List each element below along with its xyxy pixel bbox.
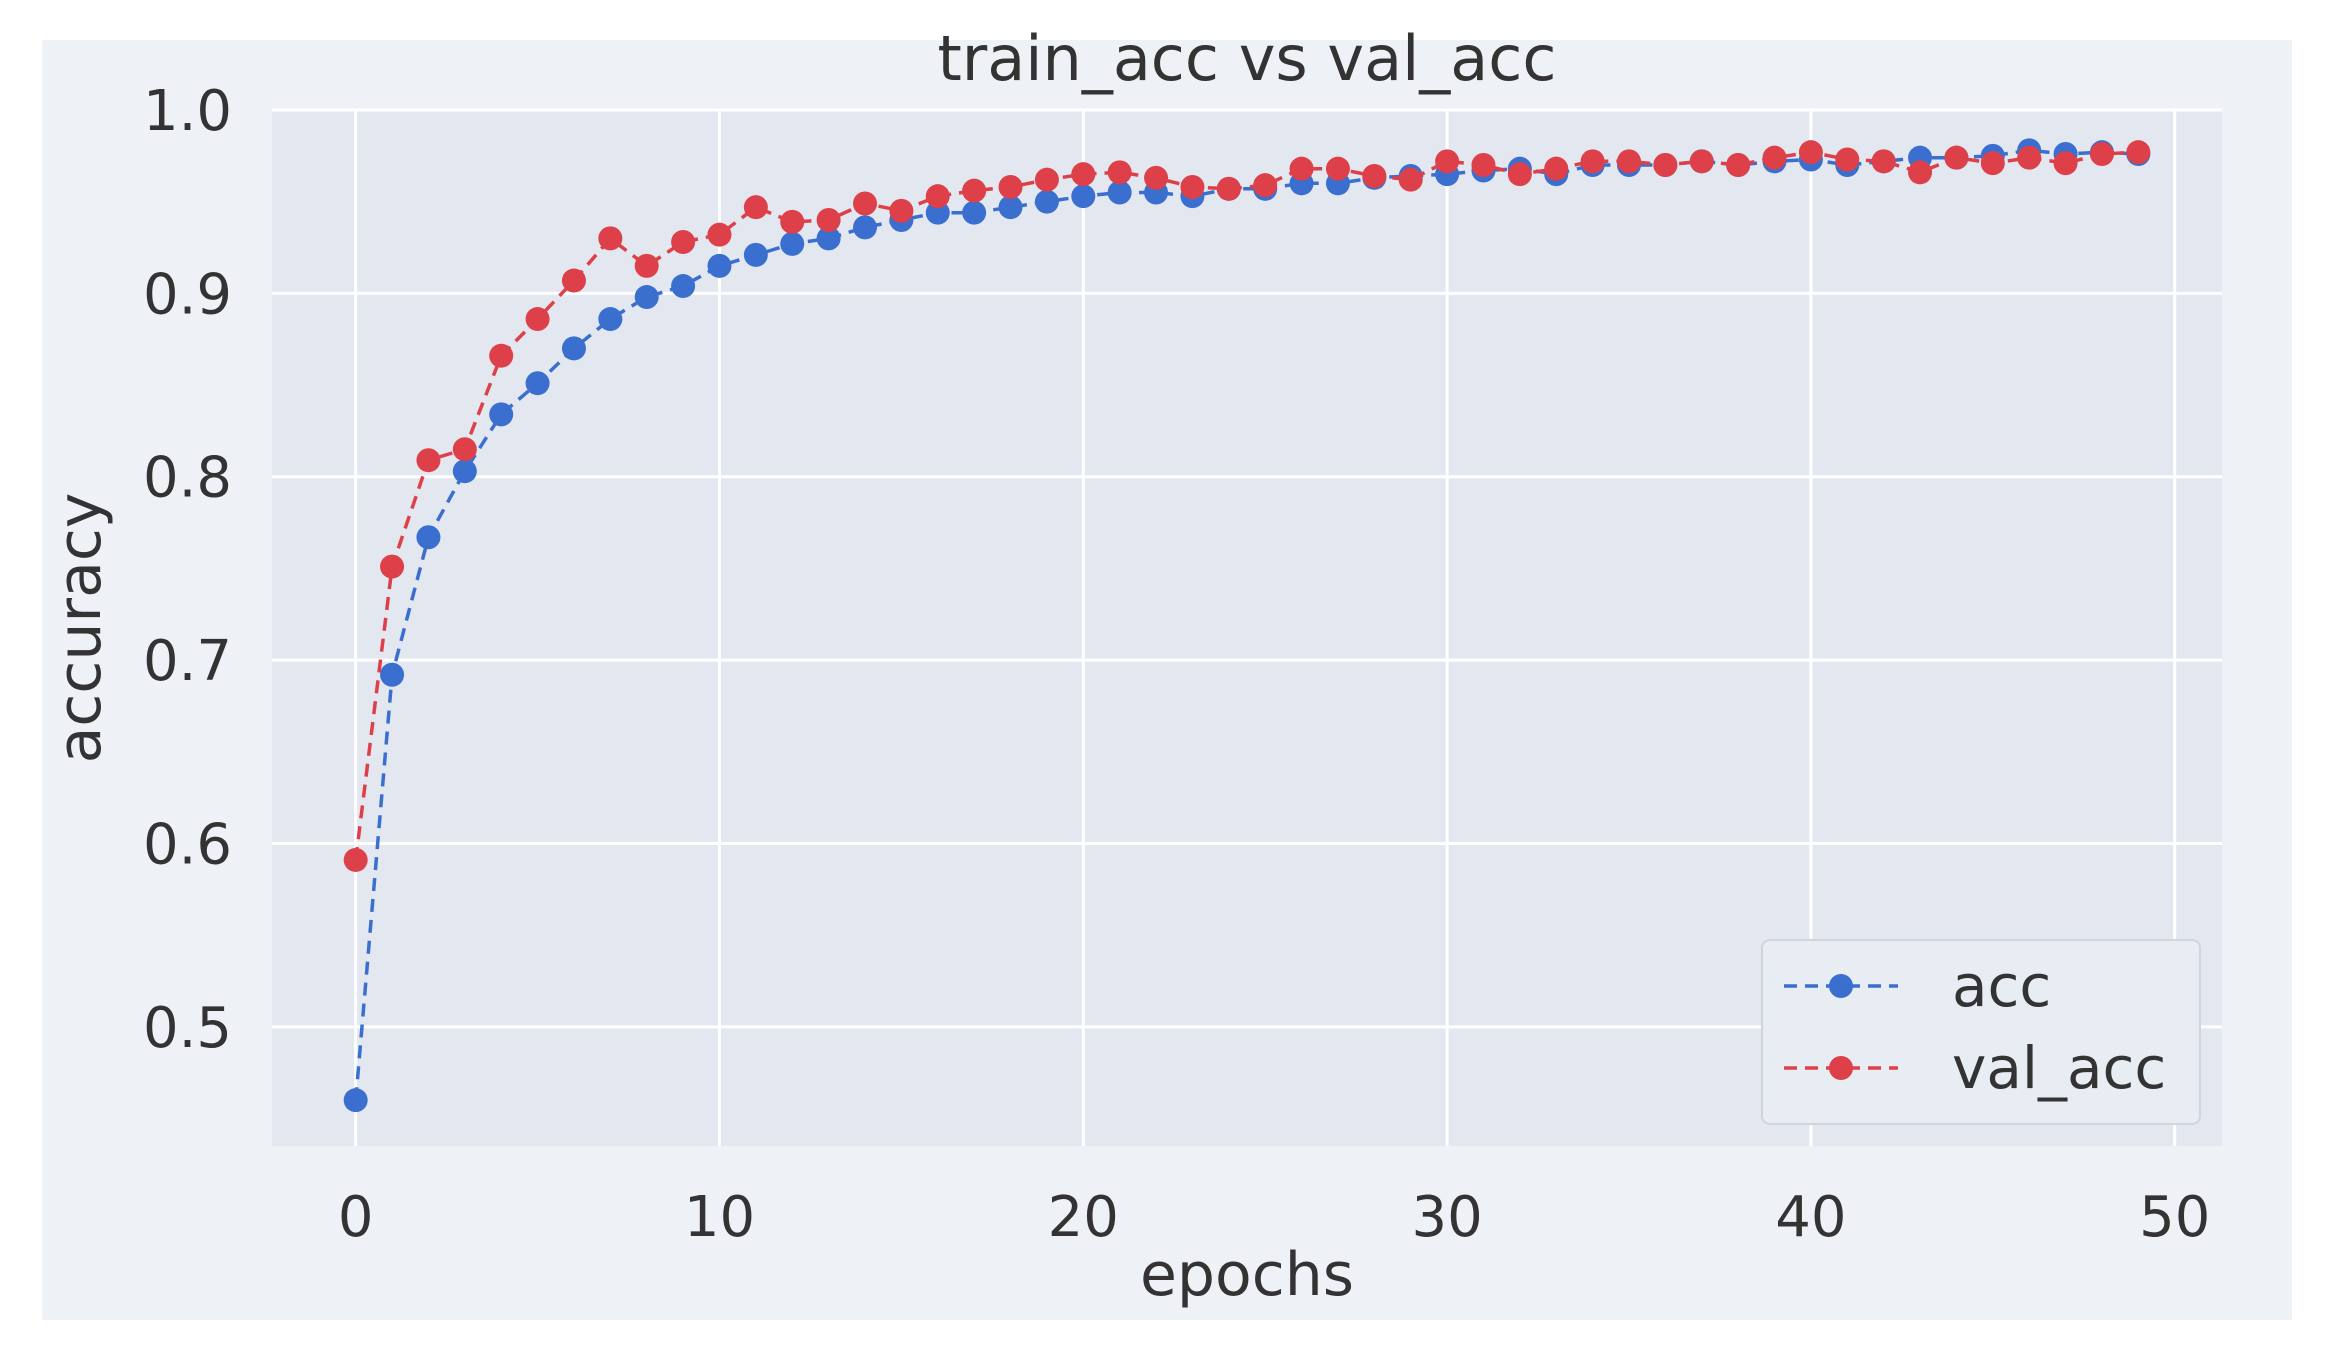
data-point — [1071, 184, 1096, 209]
y-tick-label: 0.9 — [143, 262, 232, 327]
data-point — [1507, 162, 1532, 187]
data-point — [452, 437, 477, 462]
y-axis-label: accuracy — [45, 493, 115, 764]
data-point — [1034, 167, 1059, 192]
data-point — [2053, 151, 2078, 176]
y-tick-label: 0.8 — [143, 446, 232, 511]
data-point — [1726, 153, 1751, 178]
x-tick-label: 20 — [1048, 1185, 1119, 1250]
data-point — [1107, 180, 1132, 205]
data-point — [671, 274, 696, 299]
data-point — [489, 343, 514, 368]
data-point — [598, 226, 623, 251]
data-point — [2017, 145, 2042, 170]
data-point — [1835, 147, 1860, 172]
legend-marker — [1829, 974, 1853, 998]
data-point — [380, 554, 405, 579]
data-point — [525, 371, 550, 396]
data-point — [1034, 189, 1059, 214]
y-tick-label: 0.7 — [143, 629, 232, 694]
data-point — [1180, 175, 1205, 200]
data-point — [1908, 160, 1933, 185]
chart-title: train_acc vs val_acc — [938, 22, 1557, 95]
legend-label: val_acc — [1952, 1034, 2166, 1102]
data-point — [1107, 160, 1132, 185]
data-point — [561, 268, 586, 293]
data-point — [2089, 142, 2114, 167]
data-point — [1871, 149, 1896, 174]
data-point — [671, 230, 696, 255]
data-point — [525, 307, 550, 332]
x-tick-label: 0 — [338, 1185, 374, 1250]
data-point — [1435, 149, 1460, 174]
y-tick-label: 0.6 — [143, 812, 232, 877]
legend-item-val_acc: val_acc — [1784, 1034, 2166, 1102]
data-point — [816, 226, 841, 251]
x-axis-label: epochs — [1140, 1240, 1354, 1310]
data-point — [1544, 156, 1569, 181]
data-point — [707, 253, 732, 278]
data-point — [634, 285, 659, 310]
data-point — [1144, 165, 1169, 190]
data-point — [1471, 153, 1496, 178]
x-tick-label: 50 — [2139, 1185, 2210, 1250]
series-layer — [343, 138, 2151, 1113]
data-point — [1325, 156, 1350, 181]
legend: acc val_acc — [1761, 939, 2201, 1125]
data-point — [1216, 176, 1241, 201]
data-point — [1580, 149, 1605, 174]
data-point — [1398, 167, 1423, 192]
data-point — [889, 198, 914, 223]
data-point — [998, 175, 1023, 200]
data-point — [1071, 162, 1096, 187]
data-point — [925, 200, 950, 225]
data-point — [743, 195, 768, 220]
data-point — [1689, 149, 1714, 174]
data-point — [780, 209, 805, 234]
series-val_acc — [343, 140, 2151, 872]
data-point — [998, 195, 1023, 220]
data-point — [634, 253, 659, 278]
data-point — [343, 847, 368, 872]
data-point — [962, 178, 987, 203]
data-point — [1616, 149, 1641, 174]
legend-label: acc — [1952, 952, 2051, 1020]
data-point — [853, 191, 878, 216]
data-point — [780, 231, 805, 256]
x-tick-label: 30 — [1411, 1185, 1482, 1250]
data-point — [489, 402, 514, 427]
data-point — [1253, 173, 1278, 198]
legend-marker — [1829, 1056, 1853, 1080]
data-point — [416, 448, 441, 473]
data-point — [853, 215, 878, 240]
tick-labels: 0 10 20 30 40 50 0.5 0.6 0.7 0.8 0.9 1.0 — [143, 79, 2210, 1250]
data-point — [1362, 164, 1387, 189]
data-point — [1762, 145, 1787, 170]
data-point — [1944, 145, 1969, 170]
data-point — [561, 336, 586, 361]
data-point — [416, 525, 441, 550]
data-point — [2126, 140, 2151, 165]
data-point — [962, 200, 987, 225]
data-point — [925, 184, 950, 209]
data-point — [707, 222, 732, 247]
legend-item-acc: acc — [1784, 952, 2051, 1020]
y-tick-label: 0.5 — [143, 996, 232, 1061]
data-point — [743, 242, 768, 267]
y-tick-label: 1.0 — [143, 79, 232, 144]
data-point — [1980, 151, 2005, 176]
x-tick-label: 10 — [684, 1185, 755, 1250]
x-tick-label: 40 — [1775, 1185, 1846, 1250]
data-point — [1653, 153, 1678, 178]
data-point — [816, 208, 841, 233]
data-point — [380, 662, 405, 687]
data-point — [1289, 156, 1314, 181]
data-point — [452, 459, 477, 484]
data-point — [598, 307, 623, 332]
data-point — [1798, 140, 1823, 165]
data-point — [343, 1088, 368, 1113]
